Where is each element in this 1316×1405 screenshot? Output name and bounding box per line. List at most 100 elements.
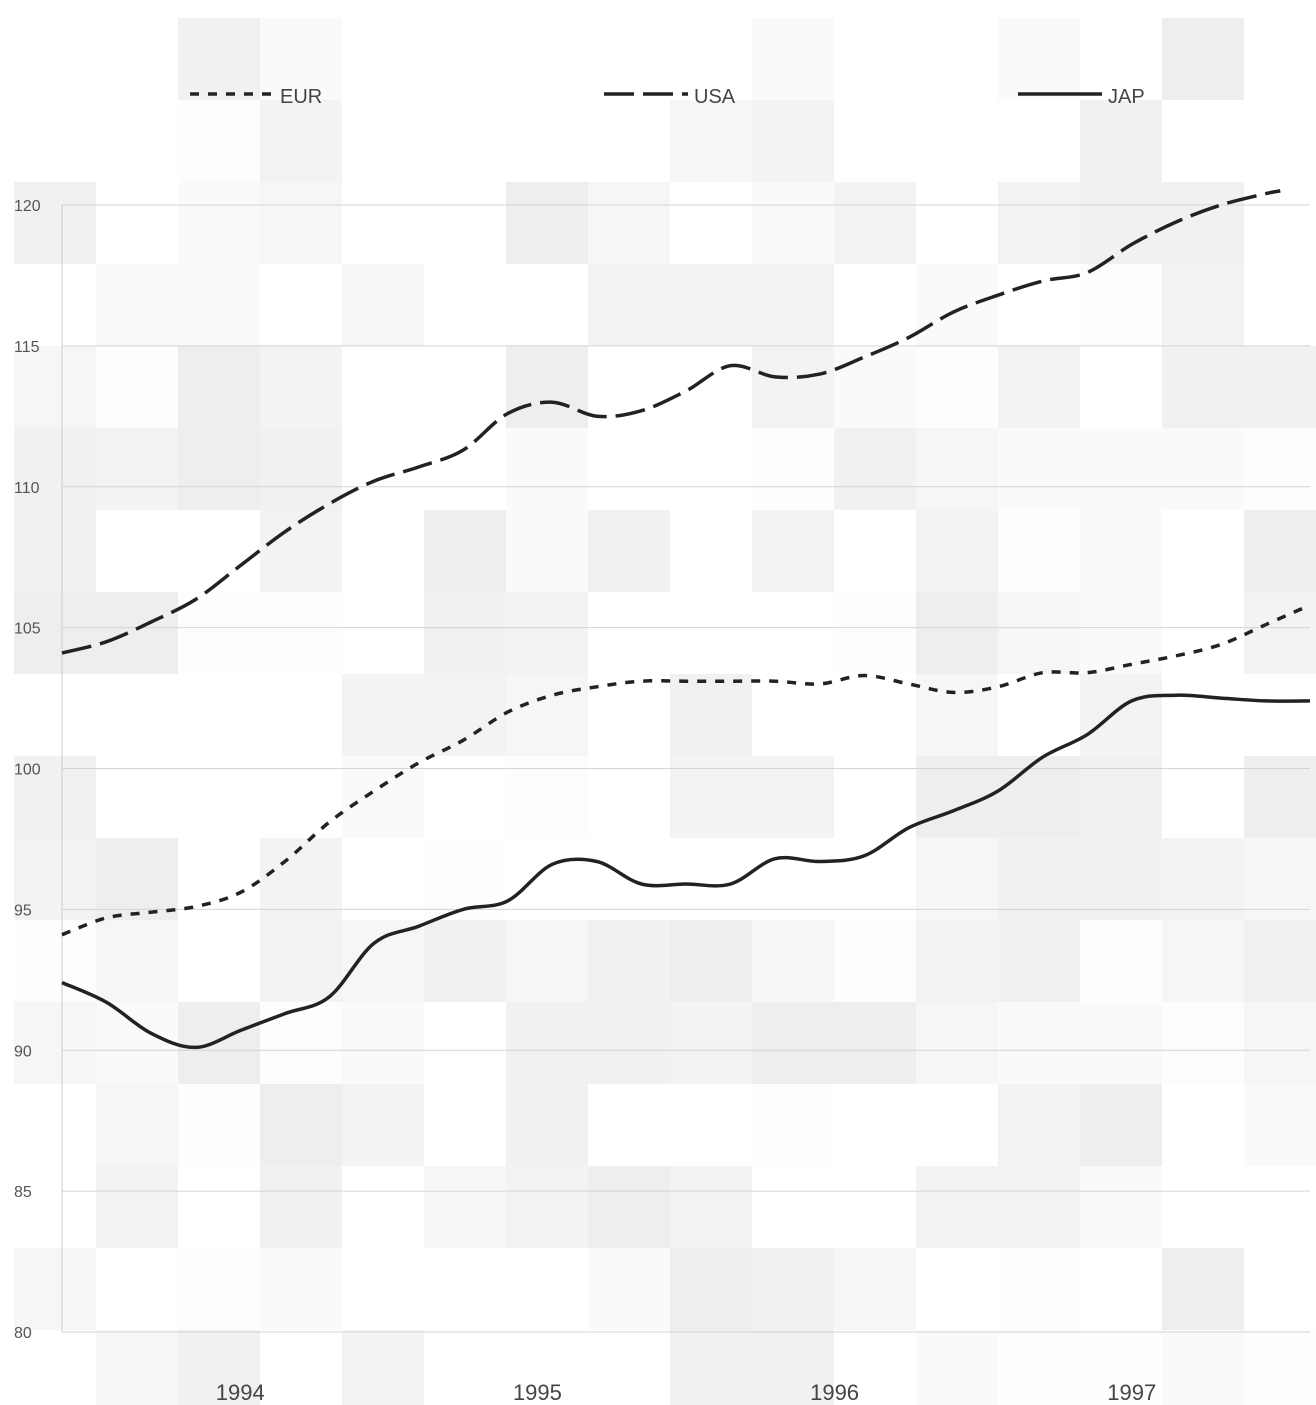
background-tile (424, 592, 506, 674)
background-tile (916, 510, 998, 592)
background-tile (96, 264, 178, 346)
background-tile (1244, 920, 1316, 1002)
background-tile (506, 346, 588, 428)
background-tile (260, 1002, 342, 1084)
background-tile (998, 1002, 1080, 1084)
background-tile (96, 1330, 178, 1405)
background-tile (424, 510, 506, 592)
x-tick-label: 1997 (1107, 1380, 1156, 1405)
background-tile (424, 920, 506, 1002)
background-tile (342, 264, 424, 346)
background-tile (342, 1084, 424, 1166)
background-tile (178, 264, 260, 346)
background-tile (752, 1248, 834, 1330)
background-tile (14, 920, 96, 1002)
background-tile (916, 346, 998, 428)
background-tile (96, 1002, 178, 1084)
background-tile (14, 756, 96, 838)
background-tile (1162, 428, 1244, 510)
background-tile (506, 920, 588, 1002)
background-tile (14, 838, 96, 920)
background-tile (834, 1248, 916, 1330)
background-tile (1162, 838, 1244, 920)
background-tile (178, 428, 260, 510)
background-tile (1080, 756, 1162, 838)
background-tile (178, 18, 260, 100)
background-tile (588, 1248, 670, 1330)
background-tile (670, 100, 752, 182)
background-tile (178, 100, 260, 182)
background-tile (1080, 1002, 1162, 1084)
background-tile (1080, 838, 1162, 920)
x-axis-tick-labels: 1994 1995 1996 1997 (216, 1380, 1156, 1405)
background-tile (670, 264, 752, 346)
background-tile (14, 510, 96, 592)
y-tick-label: 120 (14, 198, 41, 215)
legend: EUR USA JAP (190, 86, 1145, 108)
background-tile (14, 592, 96, 674)
background-tile (178, 182, 260, 264)
y-tick-label: 105 (14, 621, 41, 638)
background-tile (260, 1084, 342, 1166)
background-tile (1162, 1248, 1244, 1330)
background-tiles (14, 18, 1316, 1405)
background-tile (178, 1330, 260, 1405)
background-tile (916, 1166, 998, 1248)
gridlines (62, 204, 1310, 1333)
series-line-usa (61, 189, 1281, 655)
background-tile (1080, 1084, 1162, 1166)
background-tile (14, 346, 96, 428)
background-tile (342, 1002, 424, 1084)
background-tile (916, 920, 998, 1002)
background-tile (260, 428, 342, 510)
background-tile (916, 1002, 998, 1084)
background-tile (752, 428, 834, 510)
y-tick-label: 95 (14, 902, 32, 919)
series-line-jap (61, 693, 1311, 1050)
background-tile (670, 920, 752, 1002)
legend-item-jap: JAP (1018, 86, 1145, 108)
background-tile (752, 182, 834, 264)
background-tile (14, 1002, 96, 1084)
background-tile (1080, 920, 1162, 1002)
background-tile (752, 264, 834, 346)
background-tile (260, 838, 342, 920)
background-tile (506, 1166, 588, 1248)
x-tick-label: 1996 (810, 1380, 859, 1405)
background-tile (752, 1330, 834, 1405)
y-tick-label: 115 (14, 339, 40, 356)
background-tile (670, 1002, 752, 1084)
background-tile (916, 428, 998, 510)
background-tile (752, 18, 834, 100)
background-tile (588, 1166, 670, 1248)
background-tile (506, 1084, 588, 1166)
background-tile (506, 592, 588, 674)
background-tile (1080, 1330, 1162, 1405)
y-tick-label: 110 (14, 480, 40, 497)
background-tile (260, 18, 342, 100)
background-tile (1080, 182, 1162, 264)
background-tile (178, 592, 260, 674)
background-tile (998, 510, 1080, 592)
background-tile (506, 1002, 588, 1084)
background-tile (752, 1084, 834, 1166)
background-tile (1162, 920, 1244, 1002)
series-line-eur (61, 603, 1311, 937)
background-tile (424, 1166, 506, 1248)
background-tile (342, 756, 424, 838)
background-tile (260, 346, 342, 428)
background-tile (178, 1002, 260, 1084)
background-tile (1162, 1002, 1244, 1084)
background-tile (752, 756, 834, 838)
background-tile (998, 1248, 1080, 1330)
background-tile (1162, 18, 1244, 100)
background-tile (506, 510, 588, 592)
background-tile (1080, 674, 1162, 756)
background-tile (752, 920, 834, 1002)
background-tile (96, 346, 178, 428)
background-tile (1244, 756, 1316, 838)
background-tile (670, 1330, 752, 1405)
background-tile (1244, 428, 1316, 510)
series-lines (61, 189, 1311, 1050)
